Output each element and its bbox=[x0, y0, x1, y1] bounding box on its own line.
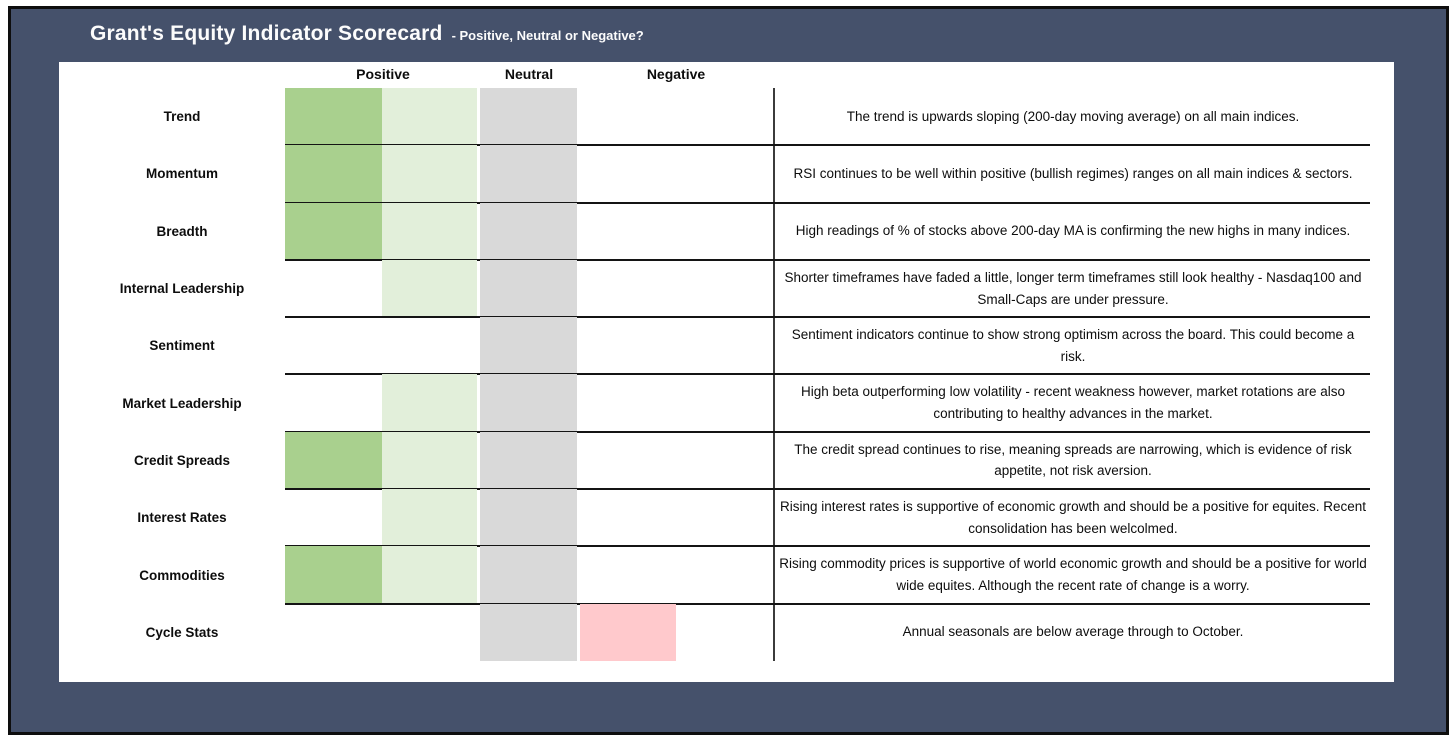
score-cell-positive-strong bbox=[285, 88, 382, 146]
score-cell-positive-light bbox=[382, 88, 477, 146]
score-cell-neutral bbox=[480, 317, 577, 375]
score-cell-neutral bbox=[480, 145, 577, 203]
row-label: Sentiment bbox=[149, 338, 215, 354]
row-separator bbox=[285, 373, 1370, 376]
score-cell-neutral bbox=[480, 431, 577, 490]
score-cell-negative bbox=[580, 489, 676, 546]
score-table: Trend The trend is upwards sloping (200-… bbox=[59, 88, 1394, 662]
row-comment: High beta outperforming low volatility -… bbox=[800, 384, 1345, 422]
score-cell-negative bbox=[580, 603, 676, 661]
table-row: Sentiment Sentiment indicators continue … bbox=[59, 317, 1394, 376]
score-cell-neutral bbox=[480, 546, 577, 604]
score-cell-negative bbox=[580, 88, 676, 145]
score-cell-positive-light bbox=[382, 374, 477, 432]
row-label: Credit Spreads bbox=[133, 452, 231, 468]
scorecard-frame: Grant's Equity Indicator Scorecard - Pos… bbox=[8, 6, 1449, 735]
score-cell-positive-strong bbox=[285, 546, 382, 604]
row-label: Breadth bbox=[156, 223, 208, 239]
table-row: Breadth High readings of % of stocks abo… bbox=[59, 202, 1394, 261]
score-cell-neutral bbox=[480, 603, 577, 661]
score-cell-positive-light bbox=[382, 202, 477, 260]
score-cell-neutral bbox=[480, 374, 577, 432]
score-cell-positive-light bbox=[382, 317, 477, 374]
row-comment: Shorter timeframes have faded a little, … bbox=[784, 269, 1362, 307]
score-cell-neutral bbox=[480, 489, 577, 547]
row-separator bbox=[285, 201, 1370, 204]
table-row: Cycle Stats Annual seasonals are below a… bbox=[59, 603, 1394, 661]
score-cell-positive-strong bbox=[285, 145, 382, 203]
row-comment: Rising interest rates is supportive of e… bbox=[779, 498, 1367, 536]
table-row: Commodities Rising commodity prices is s… bbox=[59, 546, 1394, 605]
score-cell-positive-strong bbox=[285, 431, 382, 490]
row-label: Cycle Stats bbox=[145, 624, 219, 640]
table-row: Interest Rates Rising interest rates is … bbox=[59, 489, 1394, 548]
row-comment: RSI continues to be well within positive… bbox=[793, 166, 1353, 182]
score-cell-positive-light bbox=[382, 145, 477, 203]
score-cell-positive-strong bbox=[285, 374, 382, 431]
row-separator bbox=[285, 144, 1370, 147]
score-cell-positive-strong bbox=[285, 604, 382, 661]
row-separator bbox=[285, 430, 1370, 433]
column-header-positive: Positive bbox=[356, 66, 410, 82]
score-cell-positive-light bbox=[382, 604, 477, 661]
row-label: Market Leadership bbox=[122, 395, 242, 411]
table-row: Credit Spreads The credit spread continu… bbox=[59, 431, 1394, 491]
row-label: Internal Leadership bbox=[119, 281, 245, 297]
score-cell-positive-light bbox=[382, 259, 477, 318]
table-row: Internal Leadership Shorter timeframes h… bbox=[59, 259, 1394, 319]
score-cell-negative bbox=[580, 432, 676, 489]
table-row: Momentum RSI continues to be well within… bbox=[59, 145, 1394, 204]
row-comment: High readings of % of stocks above 200-d… bbox=[795, 223, 1351, 239]
score-cell-positive-strong bbox=[285, 317, 382, 374]
score-cell-neutral bbox=[480, 202, 577, 260]
score-cell-negative bbox=[580, 260, 676, 317]
table-row: Market Leadership High beta outperformin… bbox=[59, 374, 1394, 433]
table-row: Trend The trend is upwards sloping (200-… bbox=[59, 88, 1394, 147]
score-cell-positive-light bbox=[382, 431, 477, 490]
score-cell-negative bbox=[580, 317, 676, 374]
row-label: Interest Rates bbox=[137, 510, 227, 526]
row-separator bbox=[285, 316, 1370, 319]
row-label: Commodities bbox=[139, 567, 225, 583]
row-comment: The credit spread continues to rise, mea… bbox=[794, 441, 1352, 479]
page-title: Grant's Equity Indicator Scorecard bbox=[90, 22, 443, 45]
score-cell-neutral bbox=[480, 259, 577, 318]
score-cell-positive-strong bbox=[285, 489, 382, 546]
score-cell-positive-light bbox=[382, 546, 477, 604]
score-cell-negative bbox=[580, 203, 676, 260]
score-cell-neutral bbox=[480, 88, 577, 146]
score-cell-positive-strong bbox=[285, 202, 382, 260]
score-cell-positive-light bbox=[382, 489, 477, 547]
row-label: Trend bbox=[163, 109, 201, 125]
score-cell-negative bbox=[580, 546, 676, 603]
score-cell-negative bbox=[580, 145, 676, 202]
row-separator bbox=[285, 545, 1370, 548]
score-cell-positive-strong bbox=[285, 260, 382, 317]
row-separator bbox=[285, 258, 1370, 261]
row-separator bbox=[285, 602, 1370, 605]
row-comment: Rising commodity prices is supportive of… bbox=[779, 556, 1367, 594]
column-header-neutral: Neutral bbox=[504, 66, 554, 82]
row-label: Momentum bbox=[146, 166, 218, 182]
title-bar: Grant's Equity Indicator Scorecard - Pos… bbox=[90, 22, 644, 46]
row-comment: Sentiment indicators continue to show st… bbox=[791, 326, 1355, 364]
score-cell-negative bbox=[580, 374, 676, 431]
row-comment: Annual seasonals are below average throu… bbox=[902, 624, 1244, 640]
column-header-negative: Negative bbox=[646, 66, 706, 82]
row-comment: The trend is upwards sloping (200-day mo… bbox=[846, 108, 1300, 124]
scorecard-panel: Positive Neutral Negative Trend The tren… bbox=[59, 62, 1394, 682]
row-separator bbox=[285, 488, 1370, 491]
page-subtitle: - Positive, Neutral or Negative? bbox=[451, 28, 644, 43]
